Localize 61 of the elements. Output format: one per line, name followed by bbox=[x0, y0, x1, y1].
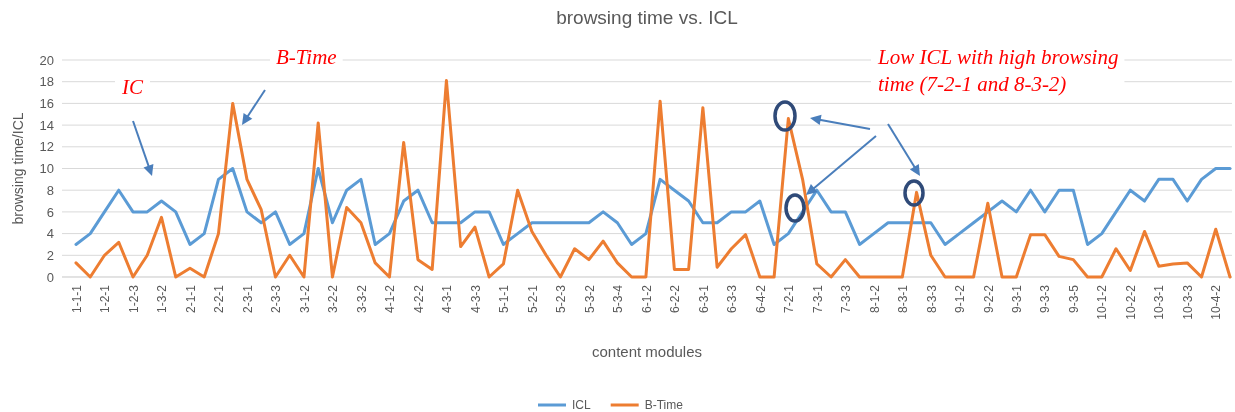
annotation: IC bbox=[121, 75, 144, 99]
x-tick-label: 2-3-1 bbox=[240, 284, 255, 314]
x-tick-label: 2-3-3 bbox=[269, 284, 284, 314]
x-tick-label: 5-2-3 bbox=[554, 284, 569, 314]
chart-title: browsing time vs. ICL bbox=[556, 7, 738, 28]
x-tick-label: 2-2-1 bbox=[212, 284, 227, 314]
x-tick-label: 3-2-2 bbox=[326, 284, 341, 314]
x-tick-label: 1-1-1 bbox=[69, 284, 84, 314]
x-tick-label: 9-3-3 bbox=[1038, 284, 1053, 314]
x-tick-label: 1-2-3 bbox=[126, 284, 141, 314]
x-tick-label: 8-3-3 bbox=[924, 284, 939, 314]
legend-label: B-Time bbox=[644, 398, 684, 412]
x-tick-label: 10-3-3 bbox=[1180, 284, 1195, 320]
x-tick-label: 8-3-1 bbox=[896, 284, 911, 314]
x-tick-label: 7-2-1 bbox=[782, 284, 797, 314]
x-tick-label: 4-1-2 bbox=[383, 284, 398, 314]
y-tick-label: 8 bbox=[46, 182, 54, 198]
y-tick-label: 2 bbox=[46, 247, 54, 263]
x-tick-label: 7-3-3 bbox=[839, 284, 854, 314]
x-tick-label: 3-1-2 bbox=[297, 284, 312, 314]
y-tick-label: 12 bbox=[39, 139, 54, 155]
y-axis-title: browsing time/ICL bbox=[10, 112, 26, 225]
annotation: Low ICL with high browsing time (7-2-1 and 8-3-2) bbox=[877, 45, 1119, 96]
x-tick-label: 6-1-2 bbox=[639, 284, 654, 314]
y-tick-label: 16 bbox=[39, 96, 54, 112]
x-tick-label: 4-3-1 bbox=[440, 284, 455, 314]
y-tick-label: 20 bbox=[39, 52, 54, 68]
y-tick-label: 6 bbox=[46, 204, 54, 220]
x-tick-label: 6-4-2 bbox=[753, 284, 768, 314]
y-tick-label: 14 bbox=[39, 117, 54, 133]
x-tick-label: 8-1-2 bbox=[867, 284, 882, 314]
x-tick-label: 10-2-2 bbox=[1123, 284, 1138, 320]
x-tick-label: 4-3-3 bbox=[468, 284, 483, 314]
y-tick-label: 4 bbox=[46, 226, 54, 242]
x-tick-label: 6-3-1 bbox=[696, 284, 711, 314]
annotation: B-Time bbox=[276, 45, 337, 69]
y-tick-label: 18 bbox=[39, 74, 54, 90]
x-tick-label: 1-3-2 bbox=[155, 284, 170, 314]
x-tick-label: 10-1-2 bbox=[1095, 284, 1110, 320]
x-tick-label: 5-2-1 bbox=[525, 284, 540, 314]
x-tick-label: 6-3-3 bbox=[725, 284, 740, 314]
x-tick-label: 7-3-1 bbox=[810, 284, 825, 314]
x-tick-label: 1-2-1 bbox=[98, 284, 113, 314]
y-tick-label: 10 bbox=[39, 161, 54, 177]
x-tick-label: 9-1-2 bbox=[953, 284, 968, 314]
x-tick-label: 3-3-2 bbox=[354, 284, 369, 314]
x-tick-label: 9-2-2 bbox=[981, 284, 996, 314]
x-tick-label: 9-3-5 bbox=[1066, 284, 1081, 314]
x-tick-label: 10-3-1 bbox=[1152, 284, 1167, 320]
x-tick-label: 10-4-2 bbox=[1209, 284, 1224, 320]
x-tick-label: 6-2-2 bbox=[668, 284, 683, 314]
x-tick-label: 2-1-1 bbox=[183, 284, 198, 314]
x-tick-label: 4-2-2 bbox=[411, 284, 426, 314]
x-tick-label: 5-1-1 bbox=[497, 284, 512, 314]
legend-label: ICL bbox=[572, 398, 591, 412]
line-series bbox=[74, 167, 1232, 246]
x-axis-title: content modules bbox=[591, 343, 703, 360]
x-tick-label: 5-3-4 bbox=[611, 284, 626, 314]
y-tick-label: 0 bbox=[46, 269, 54, 285]
x-tick-label: 9-3-1 bbox=[1010, 284, 1024, 314]
x-tick-label: 5-3-2 bbox=[582, 284, 597, 314]
